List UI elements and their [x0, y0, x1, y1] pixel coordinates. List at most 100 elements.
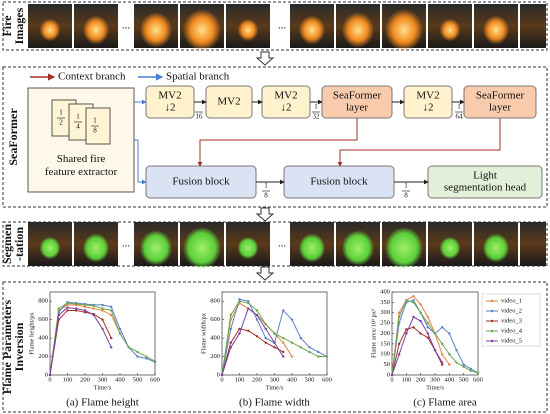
fraction-den: 2 — [59, 119, 63, 127]
series-point — [247, 329, 250, 332]
series-line — [49, 307, 112, 376]
series-point — [412, 294, 415, 298]
x-tick-label: 400 — [444, 376, 454, 383]
series-point — [110, 309, 113, 312]
series-point — [308, 350, 311, 354]
caption: (b) Flame width — [239, 397, 310, 409]
series-point — [273, 346, 276, 349]
x-tick-label: 100 — [235, 376, 245, 383]
series-point — [282, 336, 285, 340]
legend-marker — [490, 329, 494, 333]
series-point — [229, 327, 232, 331]
legend-marker — [490, 309, 494, 313]
fraction-num: 1 — [93, 117, 97, 125]
series-point — [448, 353, 451, 356]
y-tick-label: 800 — [38, 298, 48, 305]
fraction-num: 1 — [314, 103, 318, 111]
x-tick-label: 600 — [322, 376, 332, 383]
y-tick-label: 350 — [380, 299, 390, 306]
photo — [520, 222, 546, 266]
series-point — [75, 307, 78, 310]
series-point — [448, 332, 451, 335]
series-point — [397, 353, 401, 356]
series-line — [49, 302, 156, 376]
x-axis-label: Time/s — [266, 384, 284, 391]
segmentation-mask — [439, 236, 461, 260]
series-point — [282, 341, 285, 344]
fraction-num: 1 — [76, 113, 80, 121]
caption: (a) Flame height — [66, 397, 139, 409]
series-line — [221, 328, 284, 376]
fraction-num: 1 — [457, 103, 461, 111]
section-label: SeaFormer — [6, 108, 20, 166]
fraction-num: 1 — [404, 182, 408, 190]
series-point — [397, 315, 401, 319]
series-point — [247, 301, 250, 305]
series-point — [110, 346, 113, 349]
series-point — [83, 309, 87, 312]
label-line: SeaFormer — [333, 90, 382, 102]
series-point — [229, 313, 232, 317]
series-point — [110, 313, 113, 317]
y-tick-label: 150 — [380, 340, 390, 347]
label-line: layer — [489, 102, 511, 114]
series-point — [145, 355, 148, 358]
series-point — [92, 307, 95, 310]
series-point — [412, 299, 415, 302]
segmentation-mask — [482, 233, 510, 263]
y-tick-label: 400 — [210, 335, 220, 342]
x-axis-label: Time/s — [426, 384, 444, 391]
series-point — [448, 363, 451, 366]
legend-label: video_3 — [501, 317, 522, 324]
series-point — [405, 332, 408, 335]
flame — [237, 18, 259, 42]
series-point — [282, 350, 285, 354]
segmentation-mask — [82, 233, 110, 263]
series-point — [92, 304, 95, 308]
series-point — [110, 336, 113, 340]
x-tick-label: 100 — [401, 376, 411, 383]
series-point — [419, 332, 422, 335]
x-tick-label: 200 — [416, 376, 426, 383]
x-tick-label: 500 — [305, 376, 315, 383]
series-point — [247, 300, 250, 303]
y-tick-label: 0 — [387, 371, 390, 378]
series-point — [390, 373, 394, 377]
series-point — [118, 332, 122, 335]
series-point — [426, 326, 430, 329]
section-label-line: Inversion — [12, 322, 26, 371]
legend-label: video_5 — [501, 337, 522, 344]
x-tick-label: 500 — [133, 376, 143, 383]
legend-label: video_2 — [501, 307, 522, 314]
fraction-den: 16 — [196, 113, 204, 121]
series-point — [101, 303, 104, 307]
flame — [341, 12, 375, 48]
series-point — [101, 318, 104, 321]
y-tick-label: 0 — [45, 371, 48, 378]
series-line — [221, 307, 284, 376]
x-axis-label: Time/s — [94, 384, 112, 391]
series-point — [57, 307, 60, 310]
series-point — [405, 299, 408, 302]
series-point — [405, 328, 408, 331]
series-point — [290, 341, 294, 344]
series-point — [455, 361, 458, 364]
series-point — [75, 302, 78, 306]
series-point — [426, 315, 430, 319]
series-point — [255, 313, 259, 317]
segmentation-mask — [39, 236, 61, 260]
label-line: Shared fire — [57, 153, 106, 165]
series-point — [426, 321, 430, 325]
label-line: layer — [346, 102, 368, 114]
series-line — [49, 309, 112, 376]
series-point — [462, 365, 465, 368]
legend-label: Spatial branch — [166, 71, 230, 83]
series-point — [127, 346, 130, 349]
series-point — [317, 350, 320, 354]
y-tick-label: 300 — [380, 309, 390, 316]
x-tick-label: 400 — [115, 376, 125, 383]
ellipsis: ... — [278, 20, 287, 32]
legend-label: video_4 — [501, 327, 523, 334]
